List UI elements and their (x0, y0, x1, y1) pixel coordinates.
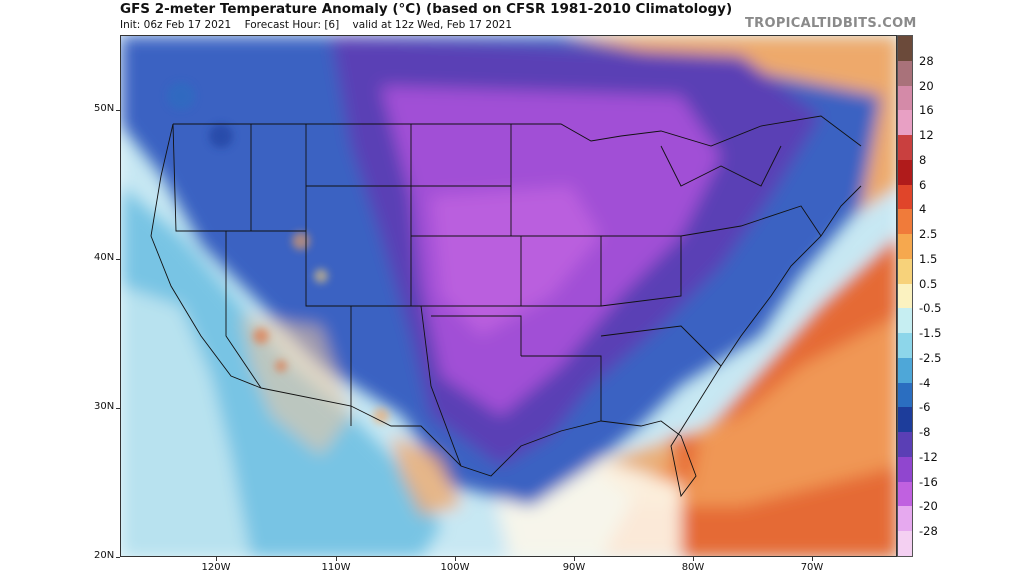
colorbar-swatch (898, 110, 912, 135)
colorbar-label: -20 (919, 499, 938, 514)
colorbar-swatch (898, 357, 912, 383)
colorbar-swatch (898, 333, 912, 358)
lat-label-30n: 30N (94, 401, 115, 412)
lon-tick (812, 557, 813, 561)
west-coast (150, 123, 262, 389)
colorbar-label: 28 (919, 53, 934, 68)
anomaly-detail (167, 82, 389, 424)
colorbar-swatch (898, 234, 912, 259)
colorbar-swatch (898, 308, 912, 333)
init-time: Init: 06z Feb 17 2021 (120, 19, 232, 31)
colorbar-label: -1.5 (919, 326, 942, 341)
colorbar (897, 35, 913, 557)
colorbar-label: 6 (919, 177, 927, 192)
state-line (411, 235, 522, 307)
valid-time: valid at 12z Wed, Feb 17 2021 (352, 19, 513, 31)
state-line (431, 315, 522, 356)
colorbar-label: 1.5 (919, 251, 938, 266)
colorbar-swatch (898, 85, 912, 111)
colorbar-swatch (898, 531, 912, 556)
lon-tick (693, 557, 694, 561)
colorbar-label: -4 (919, 375, 931, 390)
lon-tick (574, 557, 575, 561)
colorbar-label: -0.5 (919, 301, 942, 316)
anomaly-shading (121, 36, 896, 556)
colorbar-swatch (898, 407, 912, 432)
colorbar-label: -2.5 (919, 350, 942, 365)
colorbar-label: 16 (919, 103, 934, 118)
lat-tick (116, 259, 120, 260)
colorbar-label: -6 (919, 400, 931, 415)
state-line (680, 205, 822, 237)
lat-label-50n: 50N (94, 103, 115, 114)
lon-label-80w: 80W (681, 562, 705, 573)
colorbar-swatch (898, 36, 912, 61)
state-line (600, 235, 682, 307)
colorbar-swatch (898, 432, 912, 457)
colorbar-label: -12 (919, 449, 938, 464)
state-line (521, 355, 602, 421)
colorbar-swatch (898, 258, 912, 284)
lon-label-100w: 100W (440, 562, 470, 573)
lat-tick (116, 110, 120, 111)
colorbar-swatch (898, 60, 912, 86)
colorbar-swatch (898, 481, 912, 507)
colorbar-label: -28 (919, 524, 938, 539)
colorbar-label: 20 (919, 78, 934, 93)
colorbar-swatch (898, 382, 912, 408)
lat-label-20n: 20N (94, 550, 115, 561)
forecast-hour: Forecast Hour: [6] (244, 19, 340, 31)
colorbar-label: 4 (919, 202, 927, 217)
lon-tick (216, 557, 217, 561)
lon-tick (336, 557, 337, 561)
colorbar-swatch (898, 283, 912, 309)
colorbar-label: 0.5 (919, 276, 938, 291)
lon-label-90w: 90W (562, 562, 586, 573)
colorbar-label: 8 (919, 152, 927, 167)
colorbar-swatch (898, 184, 912, 210)
lat-label-40n: 40N (94, 252, 115, 263)
state-line (600, 325, 722, 367)
brand-watermark: TROPICALTIDBITS.COM (745, 16, 917, 31)
colorbar-swatch (898, 209, 912, 234)
lon-tick (455, 557, 456, 561)
south-and-east-coast (260, 185, 862, 498)
political-boundaries (150, 115, 862, 498)
lat-tick (116, 408, 120, 409)
colorbar-label: -8 (919, 425, 931, 440)
lat-tick (116, 557, 120, 558)
colorbar-swatch (898, 456, 912, 482)
forecast-info: Init: 06z Feb 17 2021 Forecast Hour: [6]… (120, 19, 522, 31)
northern-border (173, 115, 862, 147)
lon-label-70w: 70W (800, 562, 824, 573)
state-line (176, 230, 262, 389)
colorbar-swatch (898, 506, 912, 531)
anomaly-map[interactable] (120, 35, 897, 557)
great-lakes-outline (660, 145, 782, 187)
lon-label-120w: 120W (201, 562, 231, 573)
lon-label-110w: 110W (321, 562, 351, 573)
state-line (410, 124, 511, 187)
colorbar-label: 2.5 (919, 227, 938, 242)
chart-title: GFS 2-meter Temperature Anomaly (°C) (ba… (120, 1, 733, 17)
state-line (351, 305, 462, 467)
colorbar-swatch (898, 159, 912, 185)
colorbar-label: 12 (919, 128, 934, 143)
map-canvas (121, 36, 896, 556)
colorbar-label: -16 (919, 474, 938, 489)
colorbar-swatch (898, 135, 912, 160)
